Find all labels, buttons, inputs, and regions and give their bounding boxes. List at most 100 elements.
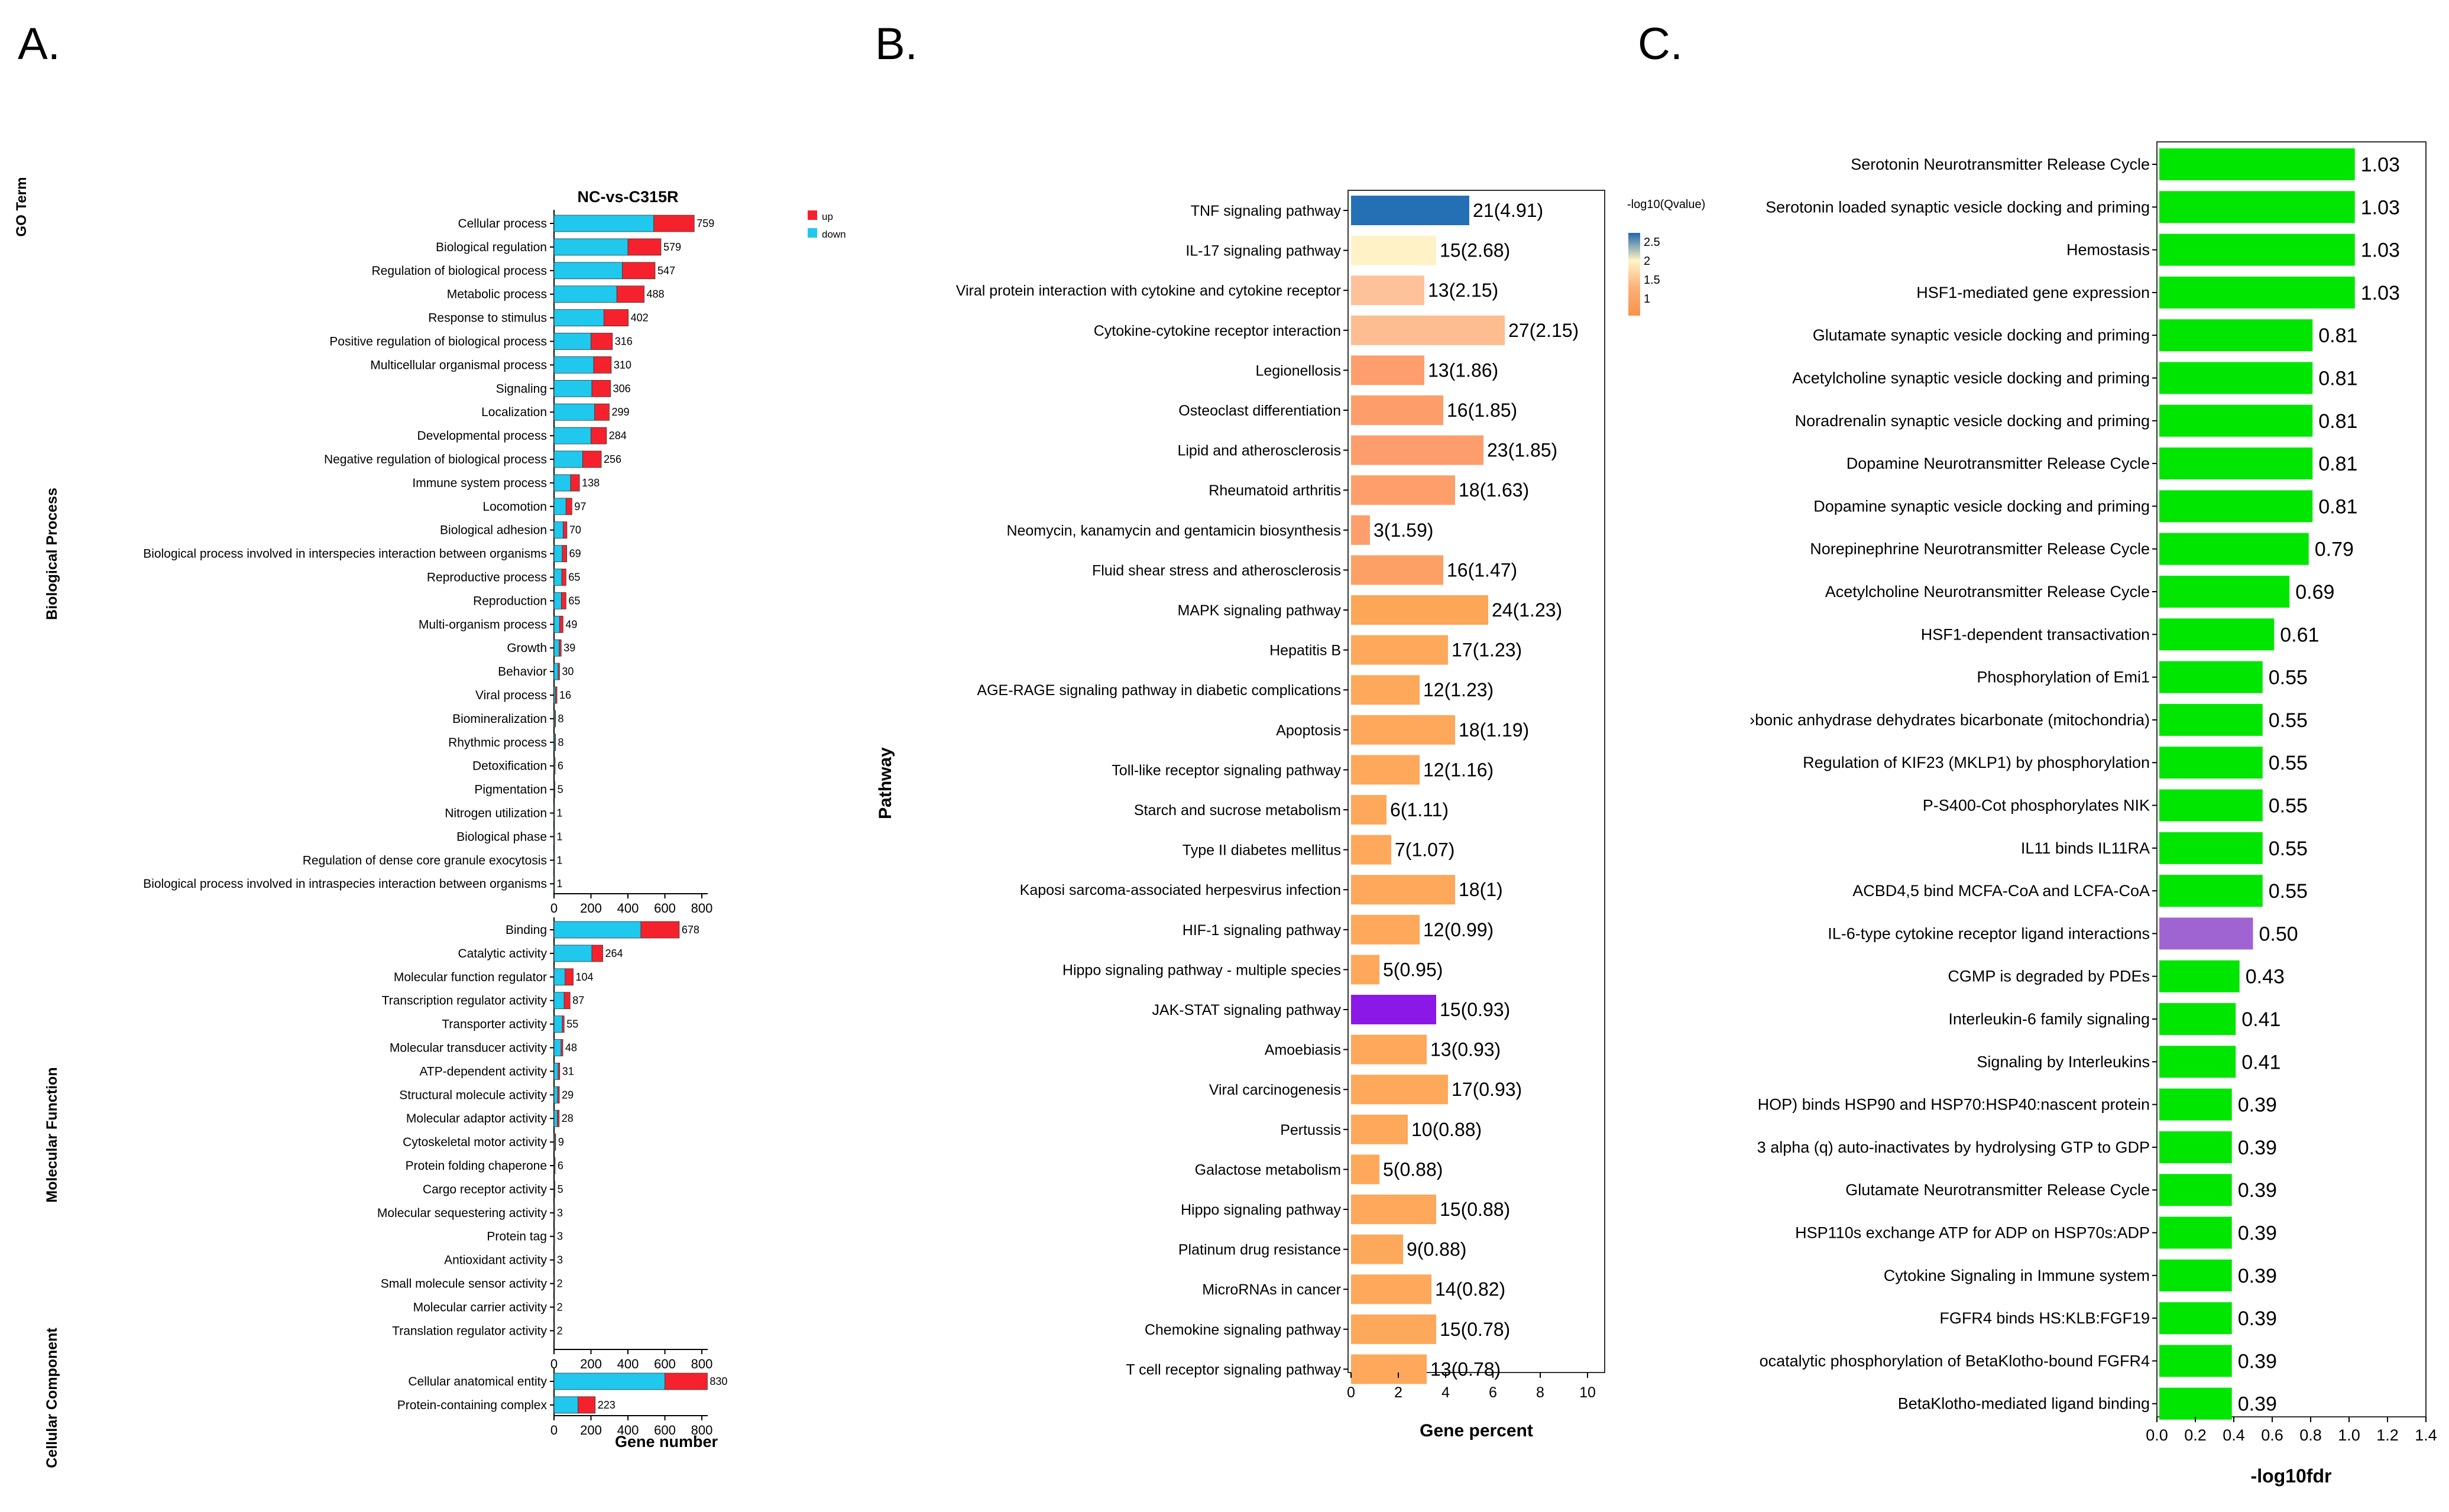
bar [2159,148,2355,180]
bar-up [557,1086,560,1104]
bar-down [553,498,566,515]
x-tick-label: 0 [550,1357,558,1371]
data-label: 5 [558,784,563,796]
plot-frame [1347,190,1605,1373]
bar-up [622,262,656,280]
category-label: Small molecule sensor activity [381,1277,548,1291]
data-label: 1 [556,807,562,819]
bar-up [558,1063,561,1080]
category-label: Biological process involved in intraspec… [143,877,547,891]
colorbar-title: -log10(Qvalue) [1627,198,1705,211]
x-axis-title: -log10fdr [2251,1465,2332,1487]
category-label: ATP-dependent activity [419,1065,547,1078]
category-label: Cargo receptor activity [423,1183,548,1196]
bar-up [594,403,610,421]
data-label: 13(0.93) [1430,1039,1501,1060]
pathway-label: Legionellosis [1255,362,1341,379]
bar-up [653,215,695,232]
x-tick-label: 4 [1441,1384,1450,1401]
bar [1351,475,1455,505]
category-label: Protein folding chaperone [406,1159,547,1173]
bar [2159,832,2263,864]
bar [1351,715,1455,745]
data-label: 830 [710,1375,727,1387]
term-label: Norepinephrine Neurotransmitter Release … [1810,540,2150,558]
x-tick-label: 800 [691,1423,713,1438]
data-label: 15(0.93) [1440,999,1510,1020]
x-tick-label: 200 [580,901,602,916]
term-label: CGMP is degraded by PDEs [1948,968,2150,985]
bar [1351,1274,1431,1305]
category-label: Negative regulation of biological proces… [324,453,547,466]
category-label: Molecular adaptor activity [406,1112,548,1125]
pathway-label: AGE-RAGE signaling pathway in diabetic c… [977,682,1341,699]
data-label: 15(2.68) [1440,240,1510,261]
bar-up [558,663,560,680]
bar-down [553,592,562,609]
data-label: 6 [558,760,563,772]
data-label: 6(1.11) [1390,799,1449,820]
data-label: 55 [566,1018,578,1030]
bar [2159,191,2355,223]
bar-up [570,474,580,492]
bar-up [561,569,566,586]
data-label: 1.03 [2361,154,2400,176]
category-label: Transcription regulator activity [382,994,548,1008]
data-label: 28 [562,1112,574,1124]
bar-down [553,828,555,845]
category-label: Translation regulator activity [392,1324,547,1338]
bar [2159,276,2355,309]
bar [2159,1345,2232,1377]
data-label: 0.81 [2318,368,2357,390]
data-label: 7(1.07) [1395,839,1455,861]
group-label: Biological Process [44,488,60,620]
pathway-label: Kaposi sarcoma-associated herpesvirus in… [1020,882,1341,898]
bar-down [553,427,591,444]
data-label: 12(1.23) [1423,679,1494,700]
data-label: 8 [558,713,564,725]
bar-up [555,686,558,704]
data-label: 310 [614,359,631,371]
data-label: 256 [604,453,621,465]
bar [1351,555,1443,585]
bar-down [553,262,623,280]
bar [2159,1088,2232,1121]
category-label: Pigmentation [474,783,547,797]
category-label: Regulation of dense core granule exocyto… [303,854,547,867]
x-tick-label: 8 [1536,1384,1544,1401]
data-label: 0.69 [2295,581,2334,603]
bar-up [565,968,574,986]
bar-down [553,1015,563,1033]
bar-down [553,379,592,397]
data-label: 0.61 [2280,624,2319,646]
bar-down [553,309,604,326]
bar [2159,960,2240,992]
bar-up [565,498,572,515]
bar-up [665,1373,708,1390]
x-axis-title: Gene percent [1420,1421,1533,1440]
data-label: 0.39 [2238,1137,2277,1159]
bar-down [553,1086,558,1104]
term-label: Serotonin Neurotransmitter Release Cycle [1851,155,2150,173]
category-label: Detoxification [472,760,547,773]
pathway-label: Platinum drug resistance [1178,1242,1341,1258]
term-label: Acetylcholine synaptic vesicle docking a… [1792,369,2150,387]
legend-swatch-up [808,210,817,220]
bar [2159,233,2355,266]
legend-swatch-down [808,228,817,238]
bar-down [553,1109,558,1127]
category-label: Cellular process [458,217,547,231]
category-label: Cytoskeletal motor activity [403,1135,547,1149]
bar-up [591,945,603,962]
pathway-label: MicroRNAs in cancer [1202,1281,1341,1298]
pathway-label: Lipid and atherosclerosis [1177,443,1341,459]
bar-up [578,1396,596,1414]
data-label: 65 [568,572,580,583]
data-label: 16 [559,689,571,701]
data-label: 5 [558,1183,563,1195]
data-label: 0.39 [2238,1307,2277,1330]
category-label: Rhythmic process [448,736,547,749]
term-label: HSF1-dependent transactivation [1921,625,2150,643]
data-label: 0.55 [2269,667,2308,689]
bar [1351,755,1420,785]
